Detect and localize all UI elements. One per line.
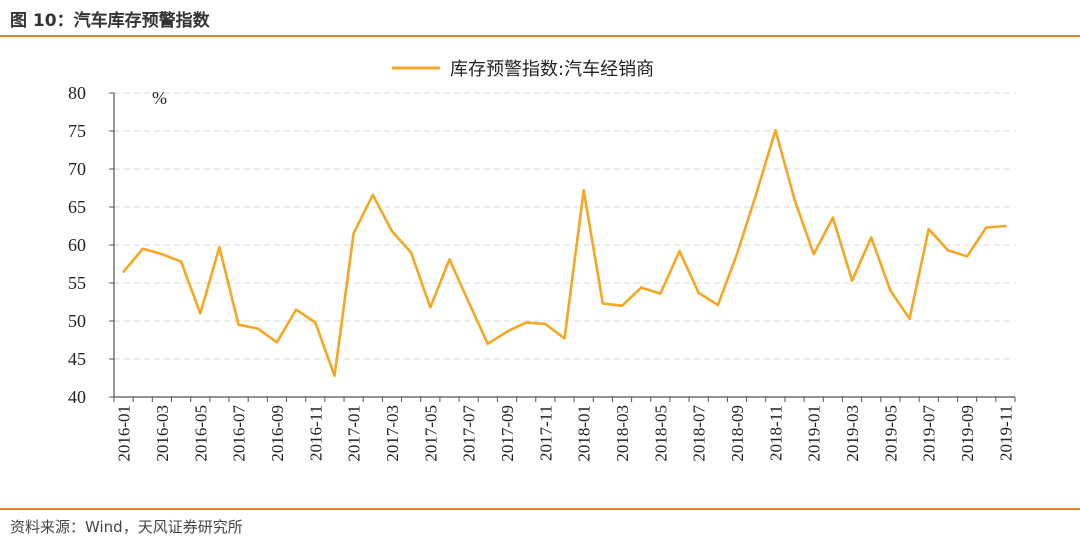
- legend: 库存预警指数:汽车经销商: [392, 59, 654, 80]
- x-tick-label: 2019-01: [805, 405, 824, 462]
- x-tick-label: 2019-11: [996, 405, 1015, 461]
- x-tick-label: 2018-05: [651, 405, 670, 462]
- y-tick-label: 70: [68, 159, 86, 179]
- x-tick-label: 2018-01: [575, 405, 594, 462]
- x-tick-labels: 2016-01 2016-03 2016-05 2016-07 2016-09 2016-…: [115, 405, 1016, 462]
- x-tick-label: 2018-11: [766, 405, 785, 461]
- x-tick-label: 2017-09: [498, 405, 517, 462]
- y-tick-label: 60: [68, 235, 86, 255]
- series-layer: [122, 128, 1007, 378]
- y-tick-label: 55: [68, 273, 86, 293]
- y-tick-label: 50: [68, 311, 86, 331]
- x-tick-label: 2016-05: [191, 405, 210, 462]
- x-tick-label: 2017-03: [383, 405, 402, 462]
- series-line: [122, 128, 1007, 378]
- y-tick-label: 65: [68, 197, 86, 217]
- x-tick-label: 2017-05: [421, 405, 440, 462]
- gridlines: [114, 92, 1015, 360]
- x-tick-label: 2017-07: [460, 405, 479, 462]
- x-tick-label: 2018-09: [728, 405, 747, 462]
- x-tick-label: 2019-07: [920, 405, 939, 462]
- figure-title: 图 10：汽车库存预警指数: [10, 11, 210, 31]
- x-tick-label: 2017-11: [536, 405, 555, 461]
- legend-label: 库存预警指数:汽车经销商: [450, 59, 654, 80]
- x-tick-label: 2016-09: [268, 405, 287, 462]
- x-tick-label: 2018-07: [690, 405, 709, 462]
- top-rule: [0, 35, 1080, 37]
- x-tick-label: 2019-05: [881, 405, 900, 462]
- x-tick-label: 2016-03: [153, 405, 172, 462]
- y-tick-label: 40: [68, 387, 86, 407]
- bottom-rule: [0, 508, 1080, 510]
- x-tick-label: 2016-07: [230, 405, 249, 462]
- x-tick-label: 2018-03: [613, 405, 632, 462]
- y-tick-label: 80: [68, 83, 86, 103]
- x-tick-label: 2019-09: [958, 405, 977, 462]
- y-tick-label: 75: [68, 121, 86, 141]
- source-note: 资料来源：Wind，天风证券研究所: [10, 518, 243, 536]
- x-tick-label: 2016-11: [306, 405, 325, 461]
- x-tick-label: 2016-01: [115, 405, 134, 462]
- line-chart: 40 45 50 55 60 65 70 75 80 2016-01 2016-03 2016-05…: [68, 59, 1016, 462]
- unit-label: %: [152, 88, 167, 108]
- axes: [109, 92, 1016, 402]
- y-tick-label: 45: [68, 349, 86, 369]
- x-tick-label: 2019-03: [843, 405, 862, 462]
- y-tick-labels: 40 45 50 55 60 65 70 75 80: [68, 83, 86, 407]
- x-tick-label: 2017-01: [345, 405, 364, 462]
